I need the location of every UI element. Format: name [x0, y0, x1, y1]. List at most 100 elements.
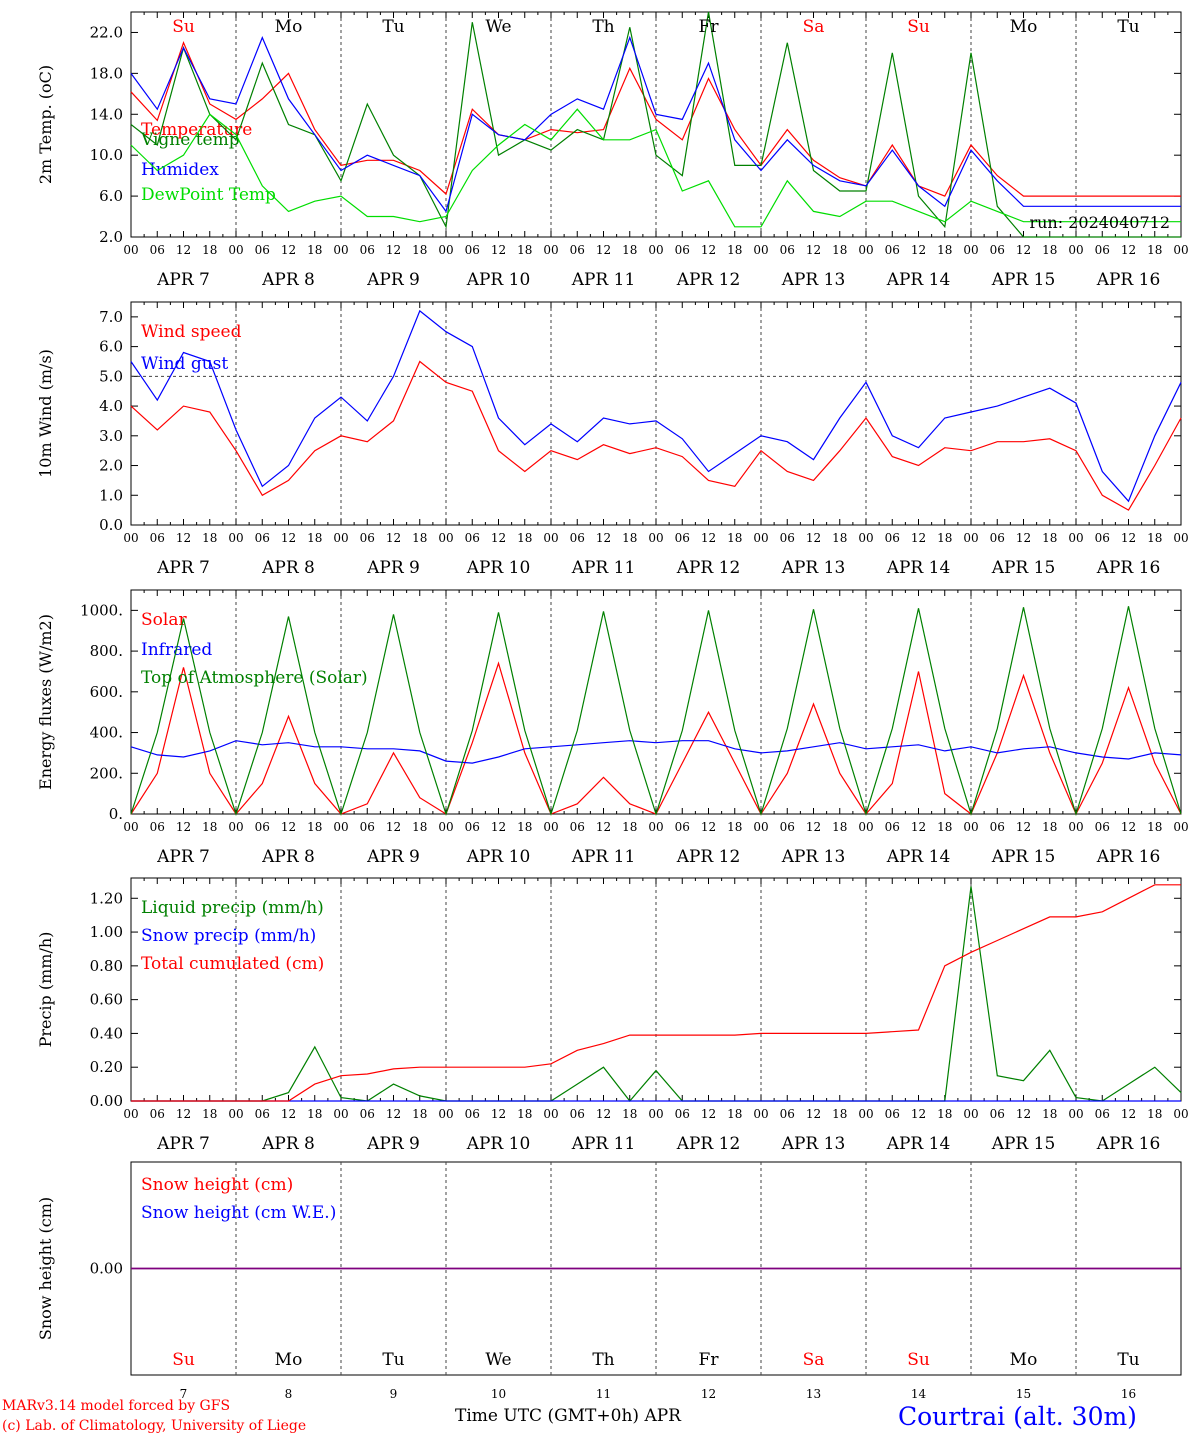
hour-tick-label: 18 [412, 531, 427, 545]
day-name-label: Su [907, 17, 930, 37]
y-tick-label: 2.0 [99, 228, 123, 246]
date-label: APR 13 [781, 847, 846, 867]
hour-tick-label: 12 [596, 1107, 611, 1121]
day-name-label: Tu [382, 1350, 404, 1370]
hour-tick-label: 06 [1095, 1107, 1110, 1121]
hour-tick-label: 00 [438, 243, 453, 257]
date-label: APR 11 [571, 558, 636, 578]
y-tick-label: 3.0 [99, 427, 123, 445]
hour-tick-label: 12 [701, 1107, 716, 1121]
day-name-label: We [485, 17, 511, 37]
day-name-label: Mo [1010, 17, 1038, 37]
date-label: APR 7 [156, 558, 210, 578]
hour-tick-label: 06 [675, 1107, 690, 1121]
station-name: Courtrai (alt. 30m) [898, 1402, 1137, 1431]
hour-tick-label: 06 [255, 820, 270, 834]
hour-tick-label: 06 [360, 1107, 375, 1121]
date-label: APR 12 [676, 558, 741, 578]
hour-tick-label: 06 [780, 1107, 795, 1121]
y-tick-label: 4.0 [99, 397, 123, 415]
date-label: APR 9 [366, 847, 420, 867]
legend-entry: Snow height (cm) [141, 1175, 293, 1195]
hour-tick-label: 12 [911, 531, 926, 545]
hour-tick-label: 06 [360, 531, 375, 545]
hour-tick-label: 00 [438, 820, 453, 834]
hour-tick-label: 06 [465, 531, 480, 545]
hour-tick-label: 18 [832, 1107, 847, 1121]
y-tick-label: 5.0 [99, 367, 123, 385]
day-name-label: Fr [699, 1350, 720, 1370]
hour-tick-label: 12 [596, 531, 611, 545]
y-tick-label: 0.60 [90, 991, 123, 1009]
hour-tick-label: 00 [753, 1107, 768, 1121]
y-tick-label: 14.0 [90, 105, 123, 123]
day-name-label: Su [172, 1350, 195, 1370]
date-label: APR 12 [676, 270, 741, 290]
date-label: APR 14 [886, 1134, 951, 1154]
day-number-label: 10 [491, 1387, 506, 1401]
hour-tick-label: 12 [281, 243, 296, 257]
hour-tick-label: 00 [123, 820, 138, 834]
hour-tick-label: 06 [885, 1107, 900, 1121]
hour-tick-label: 12 [386, 820, 401, 834]
hour-tick-label: 12 [911, 820, 926, 834]
hour-tick-label: 18 [1042, 531, 1057, 545]
series-line-2 [130, 11, 1181, 238]
hour-tick-label: 12 [281, 531, 296, 545]
hour-tick-label: 18 [937, 243, 952, 257]
hour-tick-label: 12 [386, 1107, 401, 1121]
hour-tick-label: 18 [517, 1107, 532, 1121]
date-label: APR 16 [1096, 847, 1161, 867]
hour-tick-label: 06 [360, 243, 375, 257]
hour-tick-label: 00 [1173, 1107, 1188, 1121]
hour-tick-label: 18 [202, 243, 217, 257]
hour-tick-label: 18 [1042, 243, 1057, 257]
hour-tick-label: 06 [885, 243, 900, 257]
series-line-4 [130, 108, 1181, 228]
hour-tick-label: 12 [281, 820, 296, 834]
date-label: APR 13 [781, 558, 846, 578]
hour-tick-label: 18 [202, 1107, 217, 1121]
hour-tick-label: 18 [622, 531, 637, 545]
y-axis-label: Snow height (cm) [36, 1197, 55, 1340]
hour-tick-label: 18 [517, 820, 532, 834]
hour-tick-label: 12 [491, 243, 506, 257]
hour-tick-label: 00 [753, 531, 768, 545]
hour-tick-label: 18 [1042, 1107, 1057, 1121]
hour-tick-label: 18 [727, 820, 742, 834]
hour-tick-label: 06 [465, 820, 480, 834]
y-tick-label: 200. [90, 764, 123, 782]
date-label: APR 11 [571, 847, 636, 867]
y-axis-label: Energy fluxes (W/m2) [36, 614, 55, 790]
hour-tick-label: 18 [832, 243, 847, 257]
hour-tick-label: 00 [1068, 820, 1083, 834]
hour-tick-label: 06 [1095, 820, 1110, 834]
hour-tick-label: 00 [858, 1107, 873, 1121]
hour-tick-label: 00 [333, 243, 348, 257]
hour-tick-label: 06 [780, 531, 795, 545]
hour-tick-label: 12 [701, 531, 716, 545]
y-tick-label: 6.0 [99, 338, 123, 356]
hour-tick-label: 18 [202, 531, 217, 545]
hour-tick-label: 06 [570, 820, 585, 834]
legend-entry: Liquid precip (mm/h) [141, 898, 324, 918]
day-number-label: 8 [285, 1387, 293, 1401]
legend-entry: Wind speed [141, 322, 242, 342]
hour-tick-label: 12 [1121, 531, 1136, 545]
panel-3: 0. 200. 400. 600. 800. 1000. Energy fluxes (W/… [36, 589, 1189, 867]
hour-tick-label: 12 [806, 1107, 821, 1121]
date-label: APR 8 [261, 270, 315, 290]
day-number-label: 12 [701, 1387, 716, 1401]
hour-tick-label: 18 [832, 820, 847, 834]
hour-tick-label: 00 [123, 531, 138, 545]
date-label: APR 15 [991, 847, 1056, 867]
hour-tick-label: 00 [228, 243, 243, 257]
y-tick-label: 400. [90, 724, 123, 742]
hour-tick-label: 18 [727, 1107, 742, 1121]
date-label: APR 9 [366, 558, 420, 578]
y-tick-label: 22.0 [90, 23, 123, 41]
hour-tick-label: 00 [333, 531, 348, 545]
series-line-1 [130, 41, 1181, 197]
hour-tick-label: 00 [648, 820, 663, 834]
y-tick-label: 0.40 [90, 1024, 123, 1042]
